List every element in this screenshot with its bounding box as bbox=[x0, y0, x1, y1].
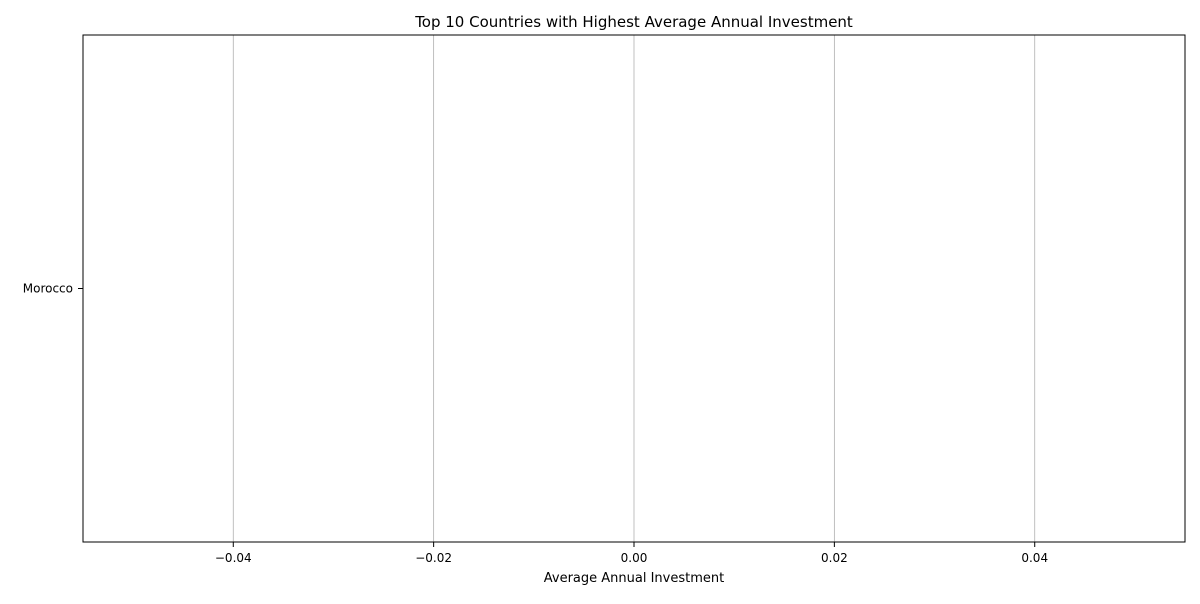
grid-lines bbox=[232, 35, 1036, 542]
chart-title: Top 10 Countries with Highest Average An… bbox=[414, 13, 853, 31]
x-ticks: −0.04 −0.02 0.00 0.02 0.04 bbox=[215, 542, 1048, 565]
x-tick-label: 0.00 bbox=[621, 551, 648, 565]
x-tick-label: 0.04 bbox=[1021, 551, 1048, 565]
x-tick-label: −0.02 bbox=[415, 551, 452, 565]
x-tick-label: −0.04 bbox=[215, 551, 252, 565]
y-ticks: Morocco bbox=[23, 282, 83, 296]
y-tick-label: Morocco bbox=[23, 282, 73, 296]
x-axis-label: Average Annual Investment bbox=[544, 571, 724, 586]
x-tick-label: 0.02 bbox=[821, 551, 848, 565]
